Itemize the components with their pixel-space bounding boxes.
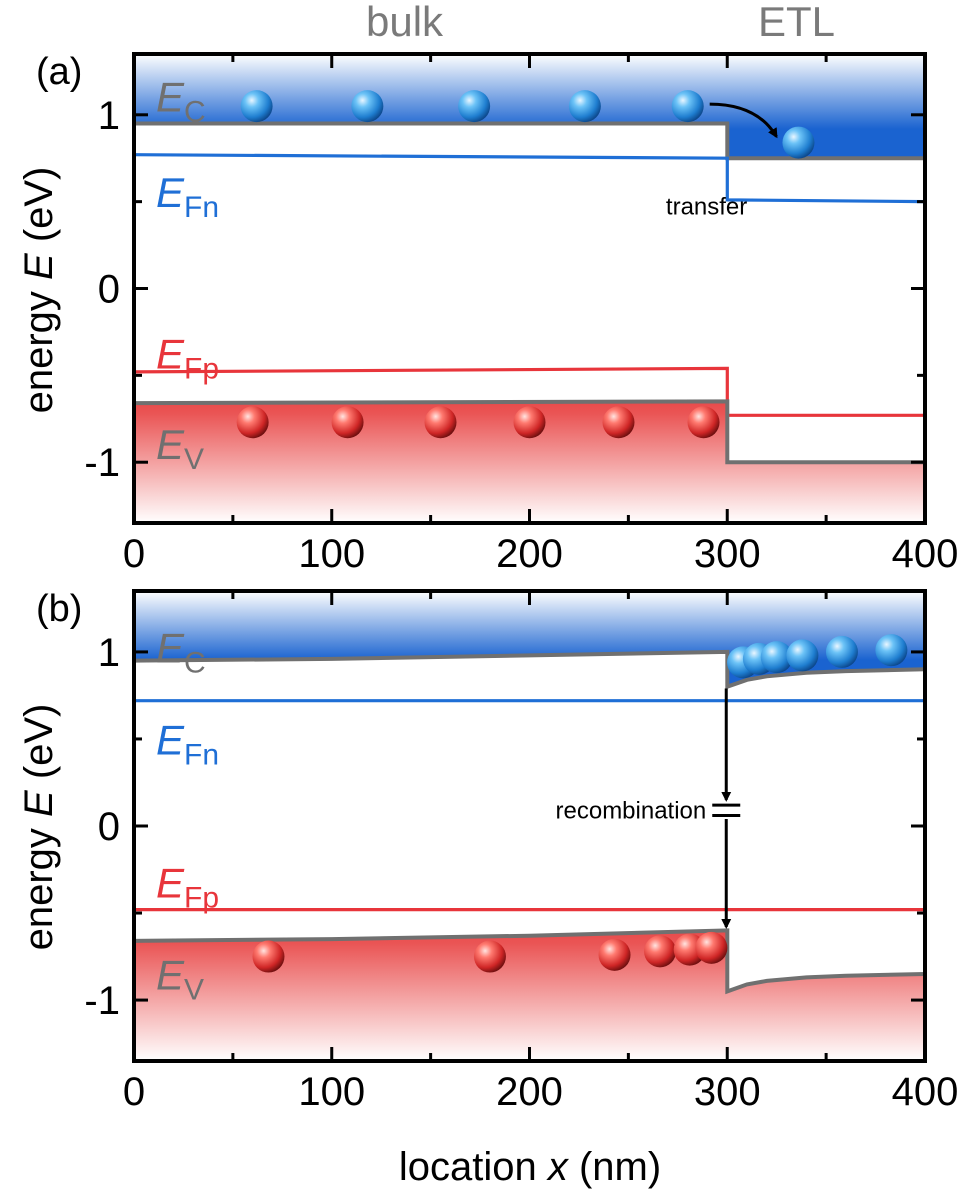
y-axis-title-b: energy E (eV) <box>17 704 61 951</box>
hole-particle <box>236 406 269 439</box>
band-label-efp: EFp <box>156 859 219 914</box>
band-label-sub: Fp <box>184 353 219 386</box>
electron-particle <box>568 90 601 123</box>
band-label-main: E <box>156 717 185 764</box>
band-label-sub: Fn <box>184 739 219 772</box>
series-line-ev <box>133 928 926 995</box>
x-tick-label: 100 <box>298 1070 365 1114</box>
electron-particle <box>875 634 908 667</box>
band-label-sub: C <box>184 95 206 128</box>
band-label-ec: EC <box>156 73 206 128</box>
band-label-efn: EFn <box>156 717 219 772</box>
hole-particle <box>513 406 546 439</box>
y-tick-label: 1 <box>98 631 120 675</box>
hole-particle <box>252 940 285 973</box>
y-axis-title-a-suffix: (eV) <box>17 167 61 254</box>
y-tick-label: 0 <box>98 268 120 312</box>
hole-particle <box>687 406 720 439</box>
y-axis-title-b-prefix: energy <box>17 817 61 950</box>
band-label-efp: EFp <box>156 331 219 386</box>
transfer-arrow <box>709 102 778 139</box>
etl-label: ETL <box>758 0 835 45</box>
x-axis-title-prefix: location <box>399 1145 548 1189</box>
y-axis-title-b-var: E <box>17 789 61 817</box>
series-line-efn <box>133 153 926 204</box>
recombination-label: recombination <box>556 797 707 824</box>
band-label-main: E <box>156 859 185 906</box>
x-tick-label: 200 <box>496 532 563 576</box>
electron-particle <box>825 635 858 668</box>
electron-particle <box>671 90 704 123</box>
conduction-band-fill <box>134 591 925 687</box>
band-label-main: E <box>156 421 185 468</box>
x-tick-label: 0 <box>123 532 145 576</box>
hole-particle <box>424 406 457 439</box>
hole-particle <box>331 406 364 439</box>
hole-particle <box>695 931 728 964</box>
valence-band-fill <box>134 930 925 1061</box>
hole-particle <box>644 935 677 968</box>
electron-particle <box>351 90 384 123</box>
x-tick-label: 400 <box>892 1070 959 1114</box>
conduction-band-fill <box>134 54 925 159</box>
band-label-main: E <box>156 624 185 671</box>
band-label-sub: Fn <box>184 191 219 224</box>
band-label-main: E <box>156 73 185 120</box>
series-line-ec <box>133 649 926 690</box>
series-line-ec <box>134 121 925 161</box>
x-axis-title: location x (nm) <box>399 1145 661 1189</box>
electron-particle <box>240 90 273 123</box>
y-tick-label: -1 <box>84 441 120 485</box>
series-line-ev <box>133 399 925 465</box>
x-tick-label: 300 <box>694 1070 761 1114</box>
band-label-ev: EV <box>156 421 204 476</box>
series-line-efp <box>133 366 925 417</box>
band-label-main: E <box>156 952 185 999</box>
panel-label-a: (a) <box>36 51 82 93</box>
transfer-label: transfer <box>666 194 747 221</box>
y-tick-label: 0 <box>98 805 120 849</box>
band-label-ev: EV <box>156 952 204 1007</box>
x-axis-title-var: x <box>546 1145 570 1189</box>
y-axis-title-b-suffix: (eV) <box>17 704 61 791</box>
band-label-sub: C <box>184 646 206 679</box>
band-label-main: E <box>156 331 185 378</box>
band-label-sub: V <box>184 443 204 476</box>
electron-particle <box>760 641 793 674</box>
y-axis-title-a-var: E <box>17 252 61 280</box>
band-label-ec: EC <box>156 624 206 679</box>
band-label-efn: EFn <box>156 169 219 224</box>
x-tick-label: 300 <box>694 532 761 576</box>
y-axis-title-a-prefix: energy <box>17 280 61 413</box>
y-axis-title-a: energy E (eV) <box>17 167 61 414</box>
band-label-sub: Fp <box>184 881 219 914</box>
electron-particle <box>786 639 819 672</box>
band-label-main: E <box>156 169 185 216</box>
bulk-label: bulk <box>366 0 444 45</box>
electron-particle <box>458 90 491 123</box>
hole-particle <box>473 940 506 973</box>
hole-particle <box>598 938 631 971</box>
hole-particle <box>602 406 635 439</box>
y-tick-label: 1 <box>98 94 120 138</box>
panel-label-b: (b) <box>36 588 82 630</box>
x-tick-label: 100 <box>298 532 365 576</box>
band-label-sub: V <box>184 974 204 1007</box>
x-tick-label: 200 <box>496 1070 563 1114</box>
y-tick-label: -1 <box>84 979 120 1023</box>
electron-particle <box>782 126 815 159</box>
x-axis-title-suffix: (nm) <box>568 1145 661 1189</box>
x-tick-label: 0 <box>123 1070 145 1114</box>
x-tick-label: 400 <box>892 532 959 576</box>
